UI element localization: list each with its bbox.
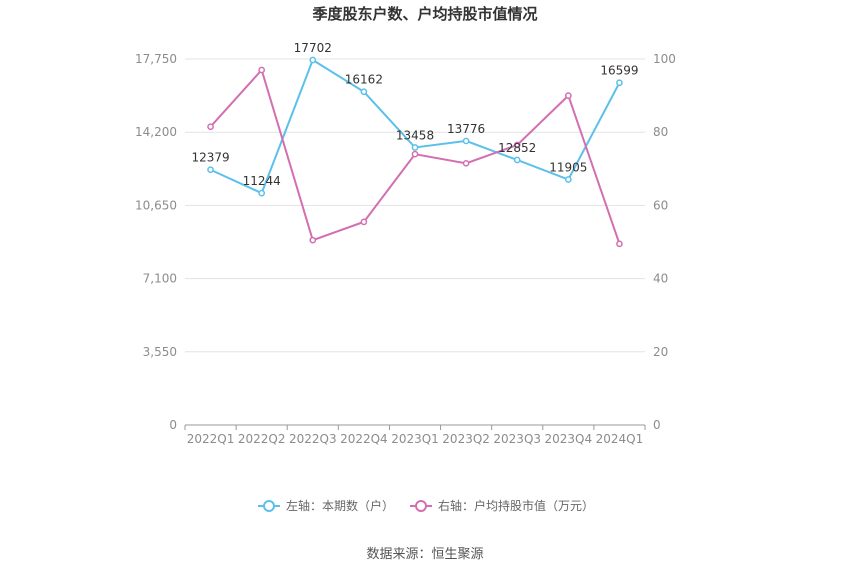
x-tick-label: 2023Q2 <box>442 432 490 446</box>
data-point <box>360 88 368 96</box>
data-point <box>258 66 266 74</box>
right-tick-label: 100 <box>653 52 676 66</box>
data-point <box>616 79 623 87</box>
data-point <box>411 150 419 158</box>
data-point <box>462 159 470 167</box>
gridlines <box>185 58 645 353</box>
data-point <box>360 218 368 226</box>
data-point <box>564 92 572 99</box>
right-tick-label: 40 <box>653 272 668 286</box>
x-tick-label: 2022Q1 <box>187 432 235 446</box>
data-point <box>462 137 470 145</box>
legend-label: 右轴：户均持股市值（万元） <box>438 498 594 513</box>
axes: 0 3,550 7,100 10,650 14,200 17,750 0 20 40 60 80 10… <box>135 52 676 446</box>
data-label: 12379 <box>191 151 229 165</box>
x-tick-label: 2022Q2 <box>238 432 286 446</box>
right-tick-label: 0 <box>653 418 661 432</box>
right-tick-label: 80 <box>653 125 668 139</box>
data-point <box>411 144 419 151</box>
data-label: 13458 <box>396 128 434 142</box>
chart-title: 季度股东户数、户均持股市值情况 <box>312 5 537 23</box>
x-tick-label: 2023Q3 <box>493 432 541 446</box>
legend: 左轴：本期数（户） 右轴：户均持股市值（万元） <box>258 498 594 513</box>
data-point <box>309 236 317 244</box>
source-note: 数据来源：恒生聚源 <box>366 547 483 562</box>
data-label: 16599 <box>600 64 638 78</box>
right-tick-label: 60 <box>653 198 668 212</box>
x-tick-label: 2023Q4 <box>545 432 593 446</box>
legend-label: 左轴：本期数（户） <box>286 498 394 513</box>
legend-swatch-marker <box>263 500 275 512</box>
left-tick-label: 14,200 <box>135 125 177 139</box>
data-point <box>258 189 266 197</box>
data-point <box>513 156 521 164</box>
left-tick-label: 10,650 <box>135 198 177 212</box>
x-tick-label: 2022Q4 <box>340 432 388 446</box>
data-point <box>564 176 572 183</box>
data-point <box>207 166 214 174</box>
data-point <box>207 123 214 131</box>
right-tick-label: 20 <box>653 345 668 359</box>
left-tick-label: 17,750 <box>135 52 177 66</box>
legend-swatch-marker <box>415 500 427 512</box>
data-label: 16162 <box>345 73 383 87</box>
left-tick-label: 7,100 <box>143 272 177 286</box>
data-label: 11244 <box>243 174 281 188</box>
left-tick-label: 0 <box>169 418 177 432</box>
data-point <box>513 141 521 149</box>
data-labels: 12379 11244 17702 16162 13458 13776 12852 11905… <box>191 41 638 188</box>
data-point <box>309 56 317 64</box>
left-tick-label: 3,550 <box>143 345 177 359</box>
x-tick-label: 2023Q1 <box>391 432 439 446</box>
data-label: 13776 <box>447 122 485 136</box>
x-tick-label: 2024Q1 <box>596 432 644 446</box>
data-label: 12852 <box>498 141 536 155</box>
x-tick-label: 2022Q3 <box>289 432 337 446</box>
series-layer <box>207 56 623 248</box>
data-label: 11905 <box>549 161 587 175</box>
data-point <box>616 240 623 248</box>
data-label: 17702 <box>294 41 332 55</box>
